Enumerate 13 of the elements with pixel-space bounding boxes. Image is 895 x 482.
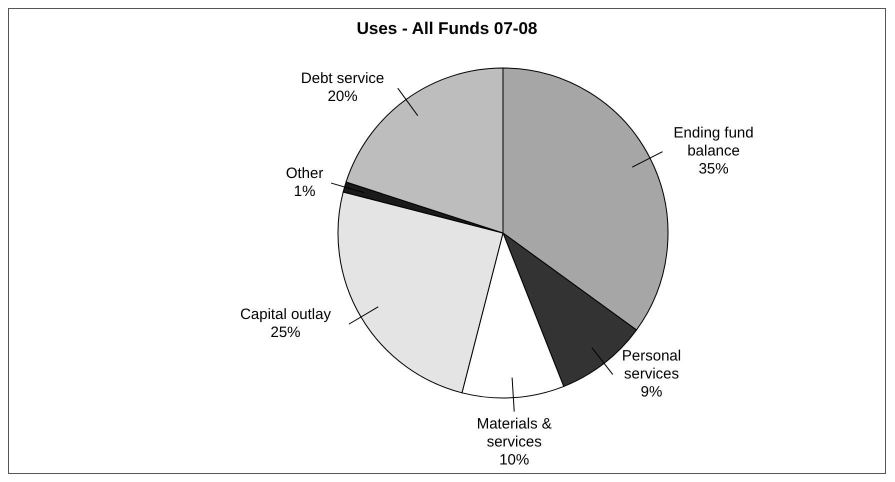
- data-label: 25%: [270, 324, 301, 342]
- slice-label: Other: [286, 165, 324, 182]
- data-label: 9%: [640, 383, 662, 400]
- slice-label: Materials & services: [476, 416, 552, 451]
- data-label: 10%: [499, 452, 530, 469]
- slice-label: Capital outlay: [240, 306, 332, 324]
- data-label: 20%: [328, 88, 358, 106]
- data-label: 1%: [294, 183, 316, 200]
- slice-label: Personal services: [622, 347, 682, 382]
- chart-title: Uses - All Funds 07-08: [356, 18, 538, 40]
- slice-label: Debt service: [300, 70, 384, 88]
- data-label: 35%: [698, 160, 729, 178]
- slice-label: Ending fund balance: [674, 124, 754, 160]
